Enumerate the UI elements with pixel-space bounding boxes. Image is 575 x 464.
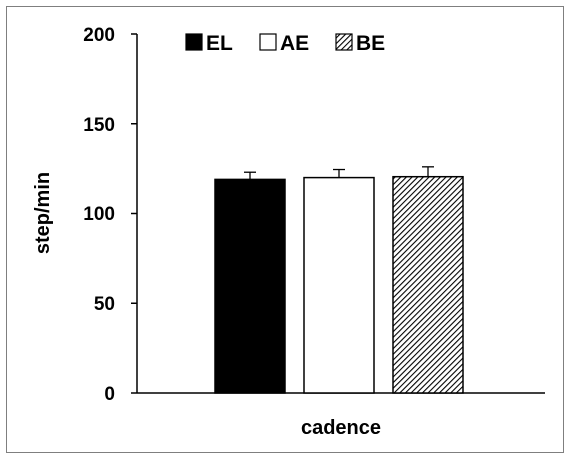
y-tick-label-50: 50 xyxy=(94,294,115,315)
legend-label-ae: AE xyxy=(280,32,309,55)
error-bar-be xyxy=(422,166,434,177)
legend-swatch-be xyxy=(335,33,353,51)
y-tick-label-0: 0 xyxy=(104,384,115,405)
y-tick-label-100: 100 xyxy=(83,204,115,225)
legend-swatch-ae xyxy=(259,33,277,51)
error-bar-ae xyxy=(333,168,345,178)
x-axis-title: cadence xyxy=(301,417,381,439)
legend-label-el: EL xyxy=(206,32,233,55)
legend-swatch-el xyxy=(185,33,203,51)
y-tick-label-150: 150 xyxy=(83,115,115,136)
error-bar-el xyxy=(244,171,256,180)
bar-be xyxy=(392,175,464,394)
y-tick-marks xyxy=(131,33,137,394)
bar-ae xyxy=(303,176,375,394)
y-tick-label-200: 200 xyxy=(83,25,115,46)
legend: EL AE BE xyxy=(185,32,385,55)
y-axis-title: step/min xyxy=(32,172,54,254)
legend-label-be: BE xyxy=(356,32,385,55)
bar-el xyxy=(214,178,286,394)
